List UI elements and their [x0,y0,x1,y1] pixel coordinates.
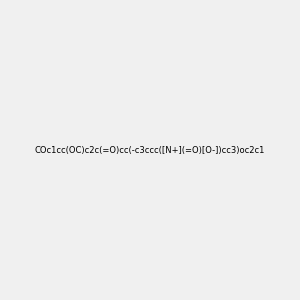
Text: COc1cc(OC)c2c(=O)cc(-c3ccc([N+](=O)[O-])cc3)oc2c1: COc1cc(OC)c2c(=O)cc(-c3ccc([N+](=O)[O-])… [35,146,265,154]
